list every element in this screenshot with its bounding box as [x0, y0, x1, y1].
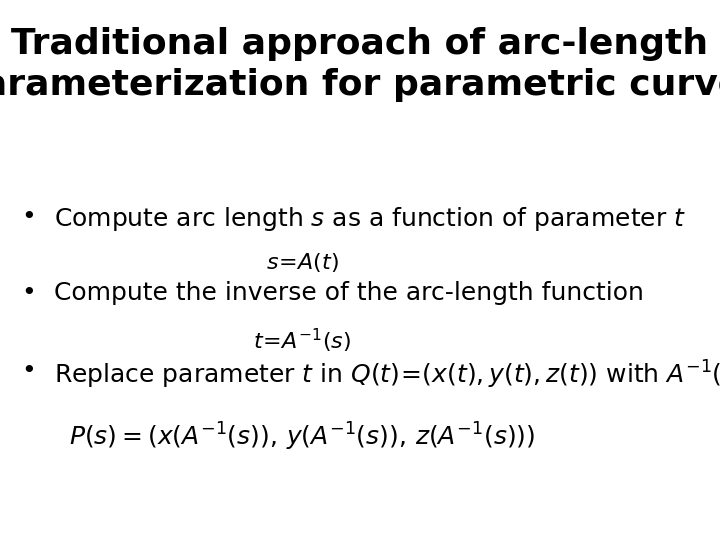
Text: $t\!=\!A^{-1}(s)$: $t\!=\!A^{-1}(s)$ — [253, 327, 351, 355]
Text: •: • — [22, 205, 36, 229]
Text: Replace parameter $t$ in $Q(t)\!=\!(x(t),y(t),z(t))$ with $A^{-1}(s)$: Replace parameter $t$ in $Q(t)\!=\!(x(t)… — [54, 359, 720, 392]
Text: Compute arc length $s$ as a function of parameter $t$: Compute arc length $s$ as a function of … — [54, 205, 686, 233]
Text: •: • — [22, 281, 36, 305]
Text: Traditional approach of arc-length
parameterization for parametric curves: Traditional approach of arc-length param… — [0, 27, 720, 102]
Text: $s\!=\!A(t)$: $s\!=\!A(t)$ — [266, 251, 339, 274]
Text: •: • — [22, 359, 36, 383]
Text: $P(s) = (x(A^{-1}(s)),\, y(A^{-1}(s)),\, z(A^{-1}(s)))$: $P(s) = (x(A^{-1}(s)),\, y(A^{-1}(s)),\,… — [69, 421, 536, 454]
Text: Compute the inverse of the arc-length function: Compute the inverse of the arc-length fu… — [54, 281, 644, 305]
